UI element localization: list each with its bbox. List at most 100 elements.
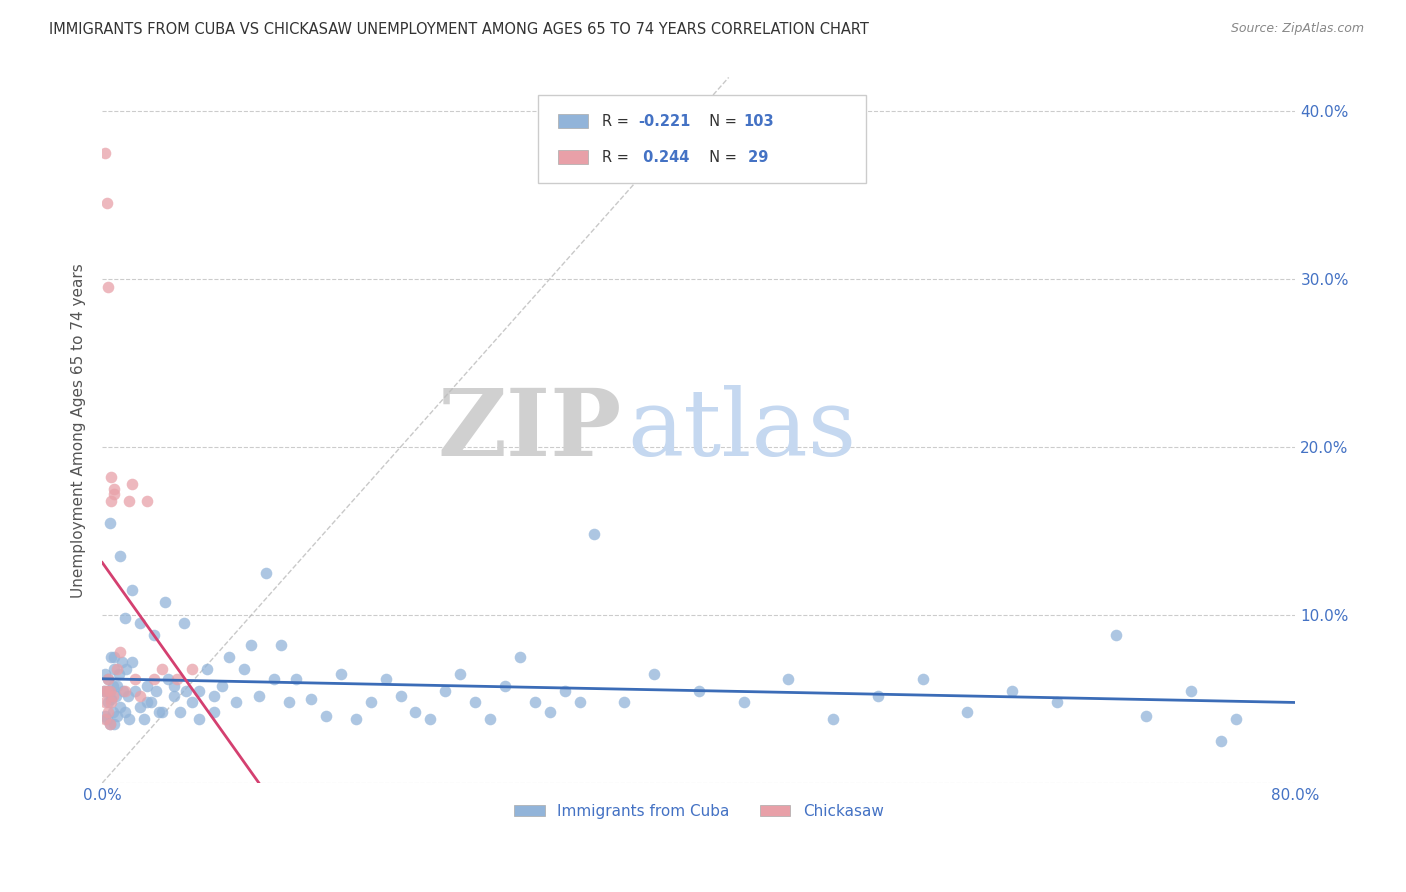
Point bbox=[100, 470, 122, 484]
Point bbox=[225, 695, 247, 709]
Point bbox=[97, 672, 120, 686]
Point bbox=[108, 700, 131, 714]
Text: 103: 103 bbox=[742, 114, 773, 128]
Text: IMMIGRANTS FROM CUBA VS CHICKASAW UNEMPLOYMENT AMONG AGES 65 TO 74 YEARS CORRELA: IMMIGRANTS FROM CUBA VS CHICKASAW UNEMPL… bbox=[49, 22, 869, 37]
Point bbox=[247, 689, 270, 703]
Point bbox=[103, 662, 125, 676]
Point bbox=[479, 712, 502, 726]
Point bbox=[112, 683, 135, 698]
Legend: Immigrants from Cuba, Chickasaw: Immigrants from Cuba, Chickasaw bbox=[508, 797, 890, 825]
Point bbox=[299, 692, 322, 706]
Point bbox=[1135, 709, 1157, 723]
Point bbox=[232, 662, 254, 676]
Point bbox=[143, 628, 166, 642]
Point bbox=[97, 695, 120, 709]
Point bbox=[100, 650, 122, 665]
Point bbox=[911, 672, 934, 686]
Point bbox=[1209, 734, 1232, 748]
Point bbox=[150, 662, 173, 676]
Point bbox=[105, 662, 128, 676]
Point bbox=[434, 683, 457, 698]
Point bbox=[115, 662, 138, 676]
Text: ZIP: ZIP bbox=[437, 385, 621, 475]
Point bbox=[202, 689, 225, 703]
Point bbox=[93, 683, 115, 698]
Point bbox=[509, 650, 531, 665]
Point bbox=[108, 549, 131, 564]
Point bbox=[166, 672, 188, 686]
Point bbox=[173, 616, 195, 631]
Point bbox=[1180, 683, 1202, 698]
Text: N =: N = bbox=[700, 114, 741, 128]
Point bbox=[124, 672, 146, 686]
Text: R =: R = bbox=[602, 114, 634, 128]
Point bbox=[107, 666, 129, 681]
Point bbox=[96, 712, 118, 726]
Point bbox=[117, 689, 139, 703]
Point bbox=[538, 706, 561, 720]
Point bbox=[150, 706, 173, 720]
Point bbox=[143, 672, 166, 686]
Point bbox=[174, 683, 197, 698]
Point bbox=[778, 672, 800, 686]
Point bbox=[108, 645, 131, 659]
Point bbox=[277, 695, 299, 709]
Point bbox=[98, 516, 121, 530]
Point bbox=[121, 477, 143, 491]
Point bbox=[449, 666, 471, 681]
Text: N =: N = bbox=[700, 150, 741, 164]
Point bbox=[104, 689, 127, 703]
Point bbox=[94, 146, 117, 161]
Point bbox=[93, 683, 115, 698]
Bar bbox=[558, 150, 588, 164]
Point bbox=[195, 662, 218, 676]
Point bbox=[1225, 712, 1247, 726]
Point bbox=[344, 712, 367, 726]
Point bbox=[114, 706, 136, 720]
Point bbox=[103, 482, 125, 496]
Point bbox=[97, 280, 120, 294]
Point bbox=[94, 709, 117, 723]
Point bbox=[180, 695, 202, 709]
Point bbox=[118, 712, 141, 726]
Point bbox=[315, 709, 337, 723]
Point bbox=[98, 717, 121, 731]
Text: Source: ZipAtlas.com: Source: ZipAtlas.com bbox=[1230, 22, 1364, 36]
Point bbox=[128, 616, 150, 631]
Text: R =: R = bbox=[602, 150, 634, 164]
Point bbox=[688, 683, 710, 698]
Text: atlas: atlas bbox=[627, 385, 856, 475]
Point bbox=[404, 706, 426, 720]
Point bbox=[136, 695, 159, 709]
Point bbox=[98, 717, 121, 731]
Point bbox=[643, 666, 665, 681]
Point bbox=[128, 700, 150, 714]
Point bbox=[97, 672, 120, 686]
Point bbox=[94, 666, 117, 681]
Point bbox=[163, 679, 186, 693]
Point bbox=[389, 689, 412, 703]
Point bbox=[583, 527, 606, 541]
Point bbox=[101, 679, 124, 693]
Point bbox=[100, 493, 122, 508]
Point bbox=[145, 683, 167, 698]
Point bbox=[136, 679, 159, 693]
Point bbox=[103, 650, 125, 665]
Point bbox=[103, 487, 125, 501]
Point bbox=[96, 196, 118, 211]
Point bbox=[554, 683, 576, 698]
Point bbox=[211, 679, 233, 693]
Point bbox=[374, 672, 396, 686]
Point bbox=[101, 689, 124, 703]
Point bbox=[263, 672, 285, 686]
Point bbox=[105, 679, 128, 693]
Point bbox=[96, 683, 118, 698]
Bar bbox=[558, 114, 588, 128]
Point bbox=[285, 672, 308, 686]
Point bbox=[153, 594, 176, 608]
Point bbox=[1105, 628, 1128, 642]
Point bbox=[613, 695, 636, 709]
Point bbox=[121, 582, 143, 597]
Point bbox=[100, 692, 122, 706]
Point bbox=[110, 655, 132, 669]
